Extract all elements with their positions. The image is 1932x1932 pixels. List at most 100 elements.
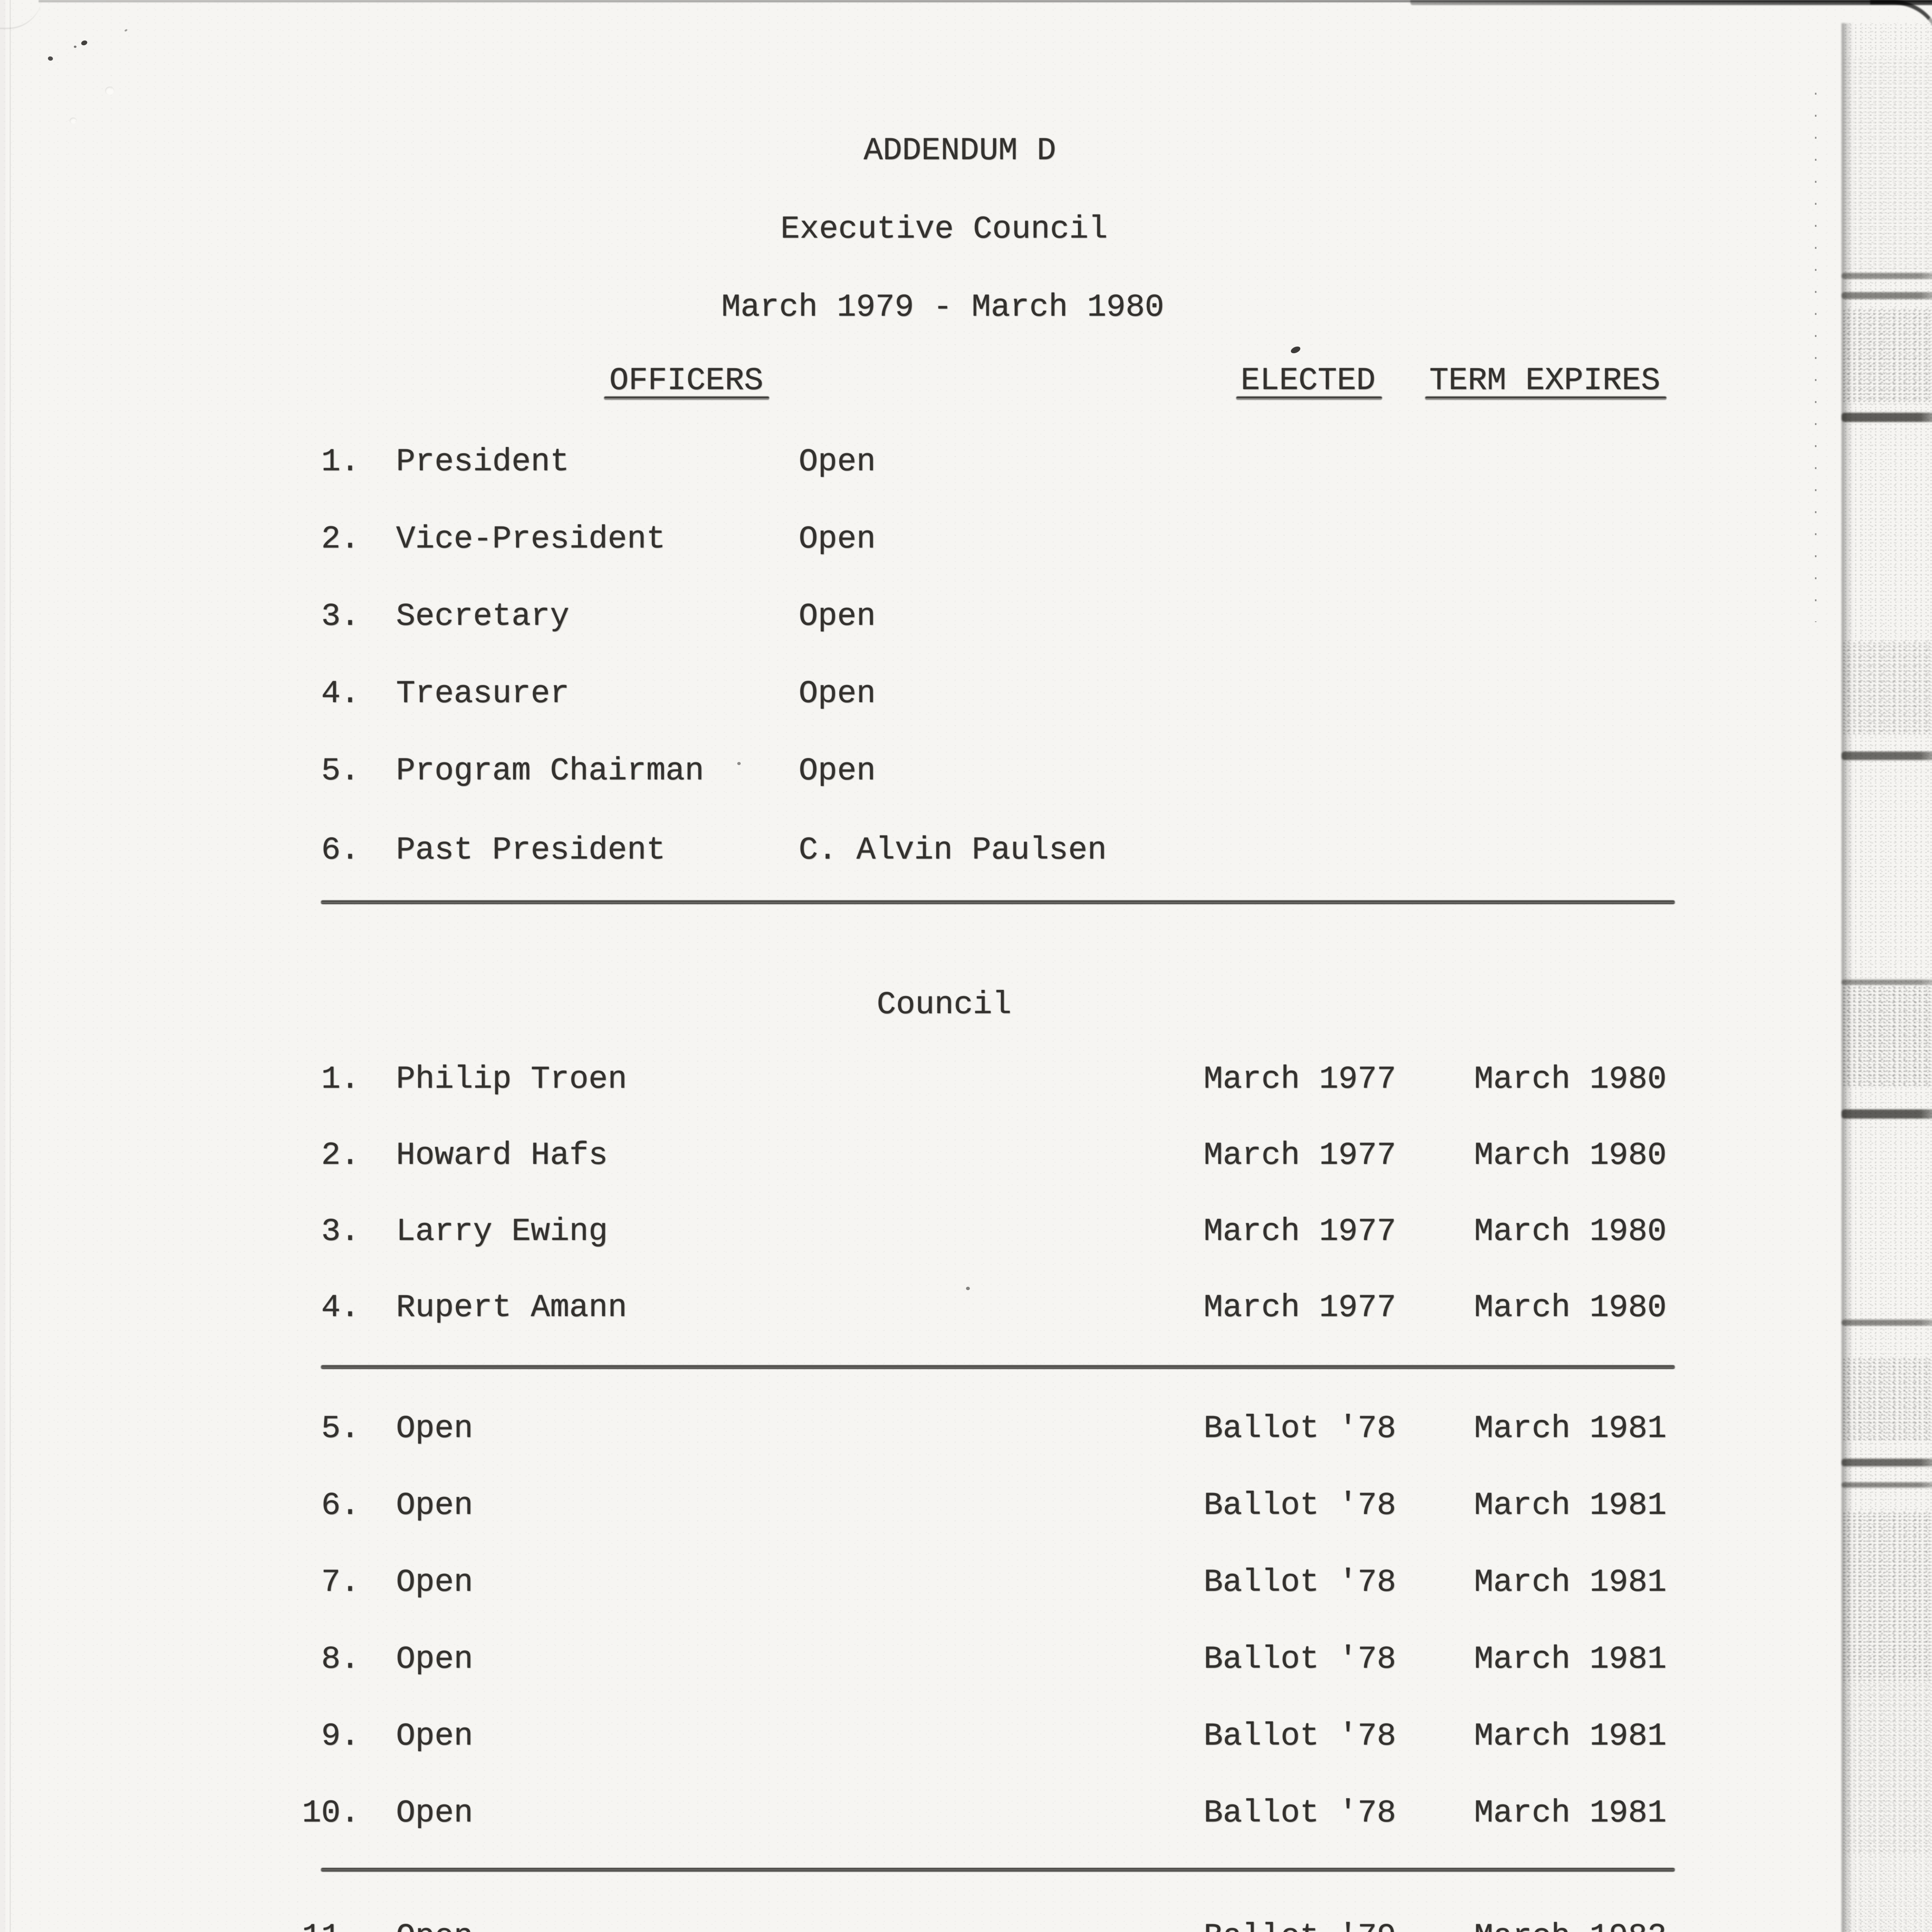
council-elected-date: March 1977 [1204,1289,1396,1326]
officer-holder: Open [799,444,876,480]
officer-holder: Open [799,521,876,557]
council-row: 1. Philip Troen March 1977 March 1980 [0,1063,1932,1102]
right-scan-noise-strip [1842,23,1932,1932]
council-number: 7. [321,1564,360,1600]
officer-holder: Open [799,675,876,712]
council-row: 9. Open Ballot '78 March 1981 [0,1720,1932,1759]
council-member-name: Open [396,1718,473,1754]
officers-heading-underline [604,396,769,400]
left-paper-margin [0,0,5,1932]
elected-heading-underline [1236,396,1382,400]
council-row: 10. Open Ballot '78 March 1981 [0,1797,1932,1836]
officer-title: Vice-President [396,521,666,557]
officer-number: 4. [321,675,360,712]
officer-holder: Open [799,753,876,789]
council-expires-date: March 1981 [1474,1641,1667,1677]
officer-number: 6. [321,832,360,868]
officer-number: 3. [321,598,360,634]
scan-crease-line [1842,23,1853,1932]
council-row: 8. Open Ballot '78 March 1981 [0,1643,1932,1682]
council-row: 11. Open Ballot '79 March 1982 [0,1921,1932,1932]
council-number: 9. [321,1718,360,1754]
officer-number: 2. [321,521,360,557]
officer-row: 6. Past President C. Alvin Paulsen [0,834,1932,873]
officer-title: Past President [396,832,666,868]
council-number: 8. [321,1641,360,1677]
left-paper-edge [10,0,11,1932]
council-member-name: Open [396,1487,473,1524]
council-row: 4. Rupert Amann March 1977 March 1980 [0,1292,1932,1330]
ink-speck [966,1287,970,1290]
ink-speck [1290,345,1301,355]
council-row: 7. Open Ballot '78 March 1981 [0,1566,1932,1605]
ink-speck [74,46,77,48]
council-row: 5. Open Ballot '78 March 1981 [0,1413,1932,1451]
officer-row: 5. Program Chairman Open [0,755,1932,794]
top-left-corner-edge [0,0,43,29]
council-elected-date: Ballot '78 [1204,1718,1396,1754]
council-member-name: Rupert Amann [396,1289,627,1326]
officer-title: Treasurer [396,675,570,712]
officer-holder: C. Alvin Paulsen [799,832,1107,868]
elected-heading: ELECTED [1241,362,1376,399]
officer-row: 1. President Open [0,446,1932,485]
ink-speck [737,762,741,765]
council-expires-date: March 1980 [1474,1061,1667,1097]
council-member-name: Philip Troen [396,1061,627,1097]
council-member-name: Open [396,1410,473,1447]
council-number: 11. [232,1921,360,1932]
term-dates: March 1979 - March 1980 [721,289,1164,325]
council-expires-date: March 1981 [1474,1564,1667,1600]
council-elected-date: March 1977 [1204,1137,1396,1173]
term-expires-heading-underline [1425,396,1667,400]
paper-blemish [105,87,114,95]
council-number: 3. [321,1213,360,1250]
council-expires-date: March 1980 [1474,1289,1667,1326]
officers-heading: OFFICERS [609,362,764,399]
council-member-name: Open [396,1795,473,1831]
council-expires-date: March 1981 [1474,1410,1667,1447]
council-number: 4. [321,1289,360,1326]
council-expires-date: March 1981 [1474,1795,1667,1831]
council-heading: Council [877,986,1012,1023]
section-divider-rule [321,1868,1675,1872]
council-member-name: Open [396,1641,473,1677]
top-scan-edge-dark [1410,0,1932,5]
officer-number: 5. [321,753,360,789]
council-elected-date: Ballot '78 [1204,1487,1396,1524]
council-number: 6. [321,1487,360,1524]
council-member-name: Open [396,1564,473,1600]
addendum-label: ADDENDUM D [864,133,1056,169]
ink-speck [124,29,128,32]
officer-row: 2. Vice-President Open [0,523,1932,562]
council-expires-date: March 1980 [1474,1213,1667,1250]
council-elected-date: March 1977 [1204,1213,1396,1250]
ink-speck [48,56,53,61]
page-title: Executive Council [781,211,1108,247]
officer-row: 4. Treasurer Open [0,678,1932,716]
officer-holder: Open [799,598,876,634]
council-row: 6. Open Ballot '78 March 1981 [0,1490,1932,1528]
council-expires-date: March 1981 [1474,1487,1667,1524]
section-divider-rule [321,1365,1675,1369]
officer-title: Secretary [396,598,570,634]
top-scan-edge [39,0,1932,2]
council-number: 10. [302,1795,360,1831]
officer-title: President [396,444,570,480]
section-divider-rule [321,900,1675,904]
council-row: 3. Larry Ewing March 1977 March 1980 [0,1216,1932,1254]
council-elected-date: Ballot '78 [1204,1410,1396,1447]
council-elected-date: March 1977 [1204,1061,1396,1097]
ink-speck [80,39,88,46]
council-expires-date: March 1982 [1474,1921,1667,1932]
perforation-dotted-line [1815,93,1816,622]
council-elected-date: Ballot '78 [1204,1564,1396,1600]
officer-number: 1. [321,444,360,480]
officer-title: Program Chairman [396,753,704,789]
council-number: 5. [321,1410,360,1447]
council-member-name: Open [396,1921,473,1932]
officer-row: 3. Secretary Open [0,600,1932,639]
council-number: 1. [321,1061,360,1097]
council-member-name: Larry Ewing [396,1213,608,1250]
